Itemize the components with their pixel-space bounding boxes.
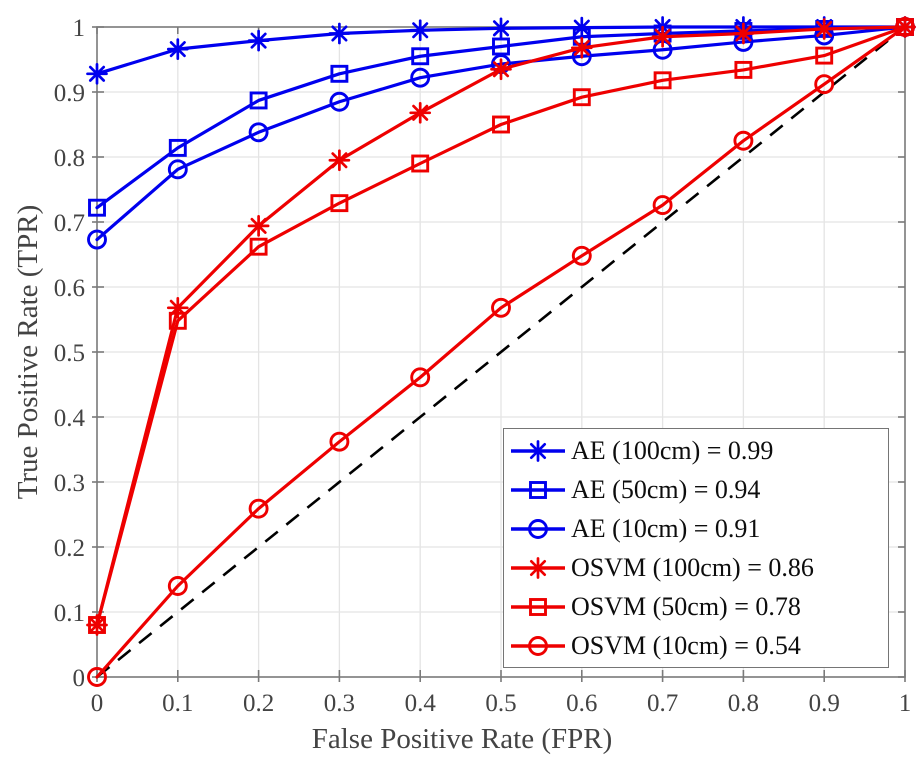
x-tick-label: 0.2	[243, 690, 274, 717]
y-tick-label: 1	[73, 15, 86, 42]
y-tick-label: 0.9	[54, 80, 85, 107]
legend-label: OSVM (50cm) = 0.78	[571, 591, 801, 621]
y-tick-label: 0	[73, 665, 86, 692]
y-tick-label: 0.6	[54, 275, 85, 302]
series-osvm-circle	[87, 17, 915, 687]
y-tick-label: 0.3	[54, 470, 85, 497]
y-tick-label: 0.4	[54, 405, 86, 432]
x-tick-label: 0.1	[162, 690, 193, 717]
legend-item-2: AE (10cm) = 0.91	[510, 511, 884, 547]
axis-tick-labels: 0 0.1 0.2 0.3 0.4 0.5 0.6 0.7 0.8 0.9 1 0 0.1 0.2 0.3 0…	[54, 15, 912, 717]
legend: AE (100cm) = 0.99 AE (50cm) = 0.94 AE (10c…	[503, 428, 889, 668]
x-tick-label: 0.8	[728, 690, 759, 717]
x-tick-label: 0.7	[647, 690, 678, 717]
y-tick-label: 0.1	[54, 600, 85, 627]
legend-marker-circle-icon	[511, 635, 565, 656]
y-tick-label: 0.7	[54, 210, 85, 237]
legend-label: AE (50cm) = 0.94	[571, 474, 761, 504]
x-tick-label: 0.3	[324, 690, 355, 717]
series-ae-square	[88, 18, 914, 217]
legend-label: OSVM (100cm) = 0.86	[571, 552, 814, 582]
legend-item-5: OSVM (10cm) = 0.54	[510, 628, 884, 664]
legend-item-4: OSVM (50cm) = 0.78	[510, 589, 884, 625]
y-tick-label: 0.8	[54, 145, 85, 172]
legend-item-3: OSVM (100cm) = 0.86	[510, 550, 884, 586]
legend-marker-asterisk-icon	[511, 439, 565, 462]
legend-marker-square-icon	[511, 597, 565, 616]
legend-marker-asterisk-icon	[511, 556, 565, 579]
x-tick-label: 0	[91, 690, 104, 717]
legend-item-0: AE (100cm) = 0.99	[510, 433, 884, 469]
legend-item-1: AE (50cm) = 0.94	[510, 472, 884, 508]
y-tick-label: 0.2	[54, 535, 85, 562]
x-axis-label: False Positive Rate (FPR)	[311, 723, 613, 755]
legend-label: AE (100cm) = 0.99	[571, 435, 774, 465]
x-tick-label: 1	[899, 690, 912, 717]
chance-diagonal-line	[96, 25, 906, 679]
x-tick-label: 0.4	[405, 690, 437, 717]
x-tick-label: 0.5	[485, 690, 516, 717]
series-osvm-square	[88, 18, 914, 634]
legend-marker-square-icon	[511, 480, 565, 499]
y-tick-label: 0.5	[54, 340, 85, 367]
legend-label: OSVM (10cm) = 0.54	[571, 630, 801, 660]
legend-label: AE (10cm) = 0.91	[571, 513, 761, 543]
y-axis-label: True Positive Rate (TPR)	[12, 204, 44, 500]
x-tick-label: 0.6	[566, 690, 597, 717]
x-tick-label: 0.9	[809, 690, 840, 717]
legend-marker-circle-icon	[511, 518, 565, 539]
